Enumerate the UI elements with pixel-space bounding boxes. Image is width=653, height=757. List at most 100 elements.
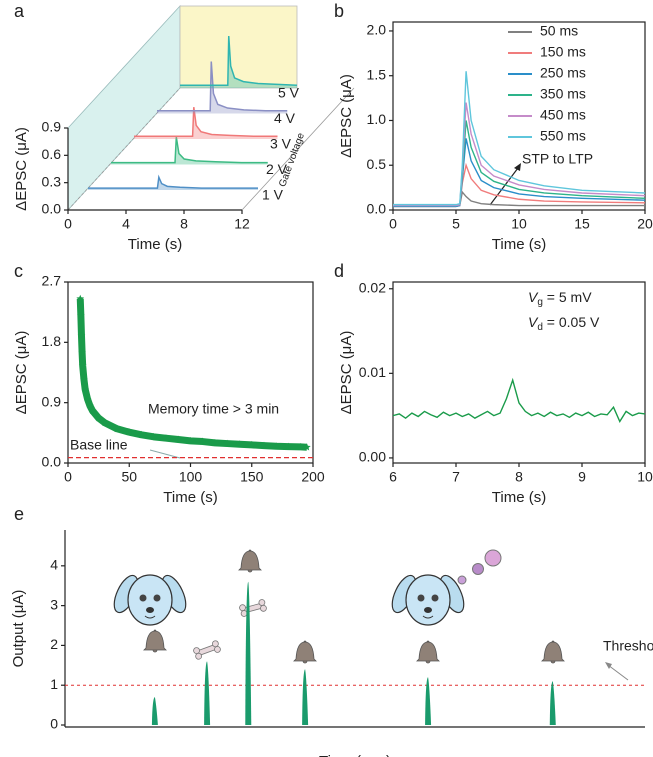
y-axis-title: Output (μA) — [10, 590, 27, 668]
x-tick-label: 8 — [515, 469, 523, 485]
spike — [302, 669, 309, 726]
line — [393, 102, 646, 207]
star-point — [77, 311, 85, 319]
trace — [134, 107, 278, 138]
x-tick-label: 150 — [240, 469, 264, 485]
panel-label: d — [334, 261, 344, 281]
x-tick-label: 0 — [64, 216, 72, 232]
star-point — [303, 443, 311, 451]
y-tick-label: 1.8 — [42, 333, 62, 349]
y-tick-label: 2.0 — [367, 22, 387, 38]
spike — [549, 681, 556, 726]
star-point — [83, 395, 92, 403]
star-point — [296, 442, 305, 451]
x-tick-label: 7 — [452, 469, 460, 485]
y-tick-label: 0.9 — [42, 119, 62, 135]
annotation-subscript: g — [537, 297, 543, 308]
x-axis-title: Time (s) — [492, 489, 546, 506]
star-point — [100, 418, 109, 426]
bell-icon — [238, 549, 262, 573]
bone-icon — [193, 640, 221, 660]
bell-icon — [541, 640, 565, 664]
line — [392, 377, 646, 424]
arrow-head — [605, 662, 612, 669]
annotation-symbol: V — [528, 314, 539, 330]
x-tick-label: 8 — [180, 216, 188, 232]
annotation-subscript: d — [537, 322, 543, 333]
legend-label: 250 ms — [540, 65, 586, 81]
star-point — [86, 402, 94, 410]
x-tick-label: 6 — [389, 469, 397, 485]
y-tick-label: 0 — [50, 716, 58, 732]
x-tick-label: 100 — [179, 469, 203, 485]
star-point — [162, 434, 170, 442]
x-tick-label: 9 — [578, 469, 586, 485]
y-axis-title: ΔEPSC (μA) — [13, 127, 30, 211]
series-label: 1 V — [262, 187, 284, 203]
y-tick-label: 0.00 — [359, 449, 386, 465]
bell-icon — [293, 640, 317, 664]
star-point — [78, 348, 86, 356]
legend-label: 50 ms — [540, 23, 578, 39]
panel-label: b — [334, 1, 344, 21]
y-tick-label: 1.5 — [367, 66, 387, 82]
y-tick-label: 0.6 — [42, 146, 62, 162]
x-tick-label: 10 — [637, 469, 653, 485]
panel-label: a — [14, 1, 25, 21]
annotation: Memory time > 3 min — [148, 401, 279, 417]
star-point — [76, 294, 85, 302]
star-point — [235, 440, 244, 448]
trace — [88, 174, 258, 189]
star-point — [80, 375, 88, 383]
trace — [180, 36, 298, 87]
star-point — [260, 441, 268, 449]
star-point — [78, 361, 87, 369]
annotation-text: = 5 mV — [543, 289, 592, 305]
x-axis-title: Time (a.u.) — [319, 753, 391, 757]
bell-icon — [143, 629, 167, 653]
panel-label: c — [14, 261, 23, 281]
star-point — [272, 442, 281, 450]
star-point — [174, 435, 183, 443]
y-tick-label: 2.7 — [42, 273, 62, 289]
annotation-text: = 0.05 V — [543, 314, 600, 330]
legend-label: 350 ms — [540, 86, 586, 102]
threshold-label: Threshold — [603, 638, 653, 654]
star-point — [137, 430, 146, 439]
dog-icon — [391, 574, 465, 626]
annotation-symbol: V — [528, 289, 539, 305]
y-tick-label: 0.5 — [367, 156, 387, 172]
trace — [157, 61, 288, 112]
x-axis-title: Time (s) — [163, 489, 217, 506]
x-tick-label: 15 — [574, 216, 590, 232]
star-point — [88, 406, 97, 414]
x-tick-label: 4 — [122, 216, 130, 232]
line — [393, 120, 646, 207]
legend-label: 550 ms — [540, 128, 586, 144]
series-label: 5 V — [278, 85, 300, 101]
series-label: 2 V — [266, 161, 288, 177]
spike — [425, 677, 432, 726]
star-point — [77, 331, 86, 339]
star-point — [81, 385, 89, 393]
y-tick-label: 1 — [50, 676, 58, 692]
x-tick-label: 5 — [452, 216, 460, 232]
y-tick-label: 0.9 — [42, 393, 62, 409]
spike — [151, 697, 158, 726]
series-label: 4 V — [274, 110, 296, 126]
y-axis-title: ΔEPSC (μA) — [338, 74, 355, 158]
thought-bubbles — [457, 549, 502, 585]
star-point — [198, 437, 207, 445]
y-tick-label: 3 — [50, 596, 58, 612]
y-axis-title: ΔEPSC (μA) — [338, 331, 355, 415]
star-point — [186, 436, 195, 445]
y-tick-label: 0.01 — [359, 364, 386, 380]
arrow — [607, 664, 629, 681]
dog-icon — [113, 574, 187, 626]
star-point — [223, 439, 232, 447]
annotation: Vg = 5 mV — [528, 289, 592, 308]
legend-label: 450 ms — [540, 107, 586, 123]
trend-band — [76, 298, 308, 451]
